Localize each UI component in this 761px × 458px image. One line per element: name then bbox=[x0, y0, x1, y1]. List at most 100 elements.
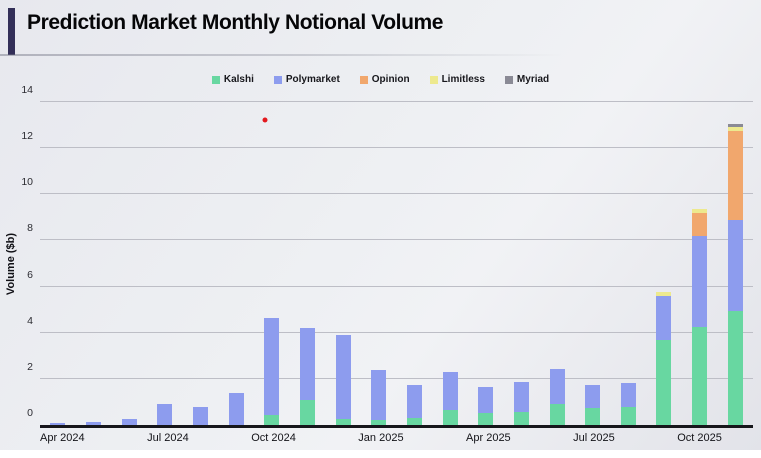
x-tick-jul-2024: Jul 2024 bbox=[147, 432, 189, 444]
bar-segment-kalshi bbox=[478, 413, 494, 425]
bar-jul-2025 bbox=[575, 102, 611, 425]
bar-segment-limitless bbox=[692, 209, 708, 213]
y-tick-label-4: 4 bbox=[27, 314, 33, 327]
bar-segment-kalshi bbox=[442, 410, 458, 425]
bar-segment-polymarket bbox=[50, 423, 66, 425]
plot-area: 0 2 4 6 8 10 12 14 bbox=[21, 84, 753, 428]
bar-segment-polymarket bbox=[157, 404, 173, 425]
legend-label-limitless: Limitless bbox=[441, 74, 485, 85]
legend-swatch-polymarket bbox=[273, 75, 282, 84]
bar-segment-kalshi bbox=[299, 399, 315, 425]
legend-item-opinion[interactable]: Opinion bbox=[359, 74, 410, 85]
x-tick-jun-2025 bbox=[542, 432, 573, 444]
title-accent-bar bbox=[8, 8, 15, 55]
bar-segment-polymarket bbox=[121, 419, 137, 425]
bar-jul-2024 bbox=[147, 102, 183, 425]
x-tick-apr-2024: Apr 2024 bbox=[40, 432, 85, 444]
bar-aug-2024 bbox=[183, 102, 219, 425]
bar-segment-polymarket bbox=[442, 371, 458, 411]
bar-segment-kalshi bbox=[406, 418, 422, 425]
x-tick-sep-2025 bbox=[646, 432, 677, 444]
bar-segment-polymarket bbox=[228, 392, 244, 425]
x-tick-nov-2024 bbox=[296, 432, 327, 444]
bar-segment-kalshi bbox=[513, 412, 529, 425]
header: Prediction Market Monthly Notional Volum… bbox=[0, 0, 761, 56]
bar-segment-polymarket bbox=[513, 382, 529, 413]
bar-segment-kalshi bbox=[620, 406, 636, 425]
x-tick-may-2024 bbox=[85, 432, 116, 444]
legend-label-opinion: Opinion bbox=[371, 74, 410, 85]
gridline-4 bbox=[40, 331, 753, 333]
legend-label-polymarket: Polymarket bbox=[285, 74, 340, 85]
bar-segment-kalshi bbox=[371, 420, 387, 425]
legend: Kalshi Polymarket Opinion Limitless Myriad bbox=[0, 74, 761, 85]
page-title: Prediction Market Monthly Notional Volum… bbox=[27, 11, 444, 34]
x-tick-sep-2024 bbox=[220, 432, 251, 444]
x-tick-oct-2025: Oct 2025 bbox=[677, 432, 722, 444]
bar-segment-polymarket bbox=[692, 235, 708, 327]
bar-sep-2025 bbox=[646, 102, 682, 425]
gridline-10 bbox=[40, 193, 753, 195]
gridline-8 bbox=[40, 239, 753, 241]
x-axis-labels: Apr 2024 Jul 2024 Oct 2024 Jan 2025 Apr 2025… bbox=[40, 432, 753, 444]
bar-may-2025 bbox=[504, 102, 540, 425]
gridline-12 bbox=[40, 147, 753, 149]
y-tick-label-6: 6 bbox=[27, 268, 33, 281]
bar-segment-kalshi bbox=[656, 339, 672, 425]
x-tick-apr-2025: Apr 2025 bbox=[466, 432, 511, 444]
x-tick-nov-2025 bbox=[722, 432, 753, 444]
legend-item-polymarket[interactable]: Polymarket bbox=[273, 74, 340, 85]
gridline-6 bbox=[40, 285, 753, 287]
bar-segment-polymarket bbox=[585, 384, 601, 408]
bar-oct-2025 bbox=[682, 102, 718, 425]
bar-segment-polymarket bbox=[264, 317, 280, 415]
bar-jun-2024 bbox=[111, 102, 147, 425]
bar-oct-2024 bbox=[254, 102, 290, 425]
x-tick-oct-2024: Oct 2024 bbox=[251, 432, 296, 444]
bar-segment-polymarket bbox=[406, 384, 422, 419]
legend-item-myriad[interactable]: Myriad bbox=[504, 74, 550, 85]
bar-segment-polymarket bbox=[299, 328, 315, 400]
x-tick-jan-2025: Jan 2025 bbox=[358, 432, 404, 444]
bar-apr-2025 bbox=[468, 102, 504, 425]
legend-swatch-kalshi bbox=[211, 75, 220, 84]
chart-area: Volume ($b) 0 2 4 6 8 10 12 14 Apr 2024 Jul 2024… bbox=[0, 84, 761, 444]
legend-swatch-myriad bbox=[504, 75, 513, 84]
bar-aug-2025 bbox=[611, 102, 647, 425]
bar-apr-2024 bbox=[40, 102, 76, 425]
y-tick-label-14: 14 bbox=[21, 84, 33, 96]
bars-container bbox=[40, 102, 753, 425]
legend-label-kalshi: Kalshi bbox=[223, 74, 254, 85]
bar-segment-kalshi bbox=[692, 326, 708, 425]
bar-segment-opinion bbox=[727, 130, 743, 220]
legend-swatch-opinion bbox=[359, 75, 368, 84]
legend-item-limitless[interactable]: Limitless bbox=[429, 74, 485, 85]
bar-segment-limitless bbox=[656, 292, 672, 296]
bar-nov-2025 bbox=[717, 102, 753, 425]
bar-segment-polymarket bbox=[192, 406, 208, 425]
legend-swatch-limitless bbox=[429, 75, 438, 84]
bar-segment-opinion bbox=[692, 212, 708, 236]
red-dot-marker bbox=[262, 117, 268, 123]
bar-jun-2025 bbox=[539, 102, 575, 425]
legend-item-kalshi[interactable]: Kalshi bbox=[211, 74, 254, 85]
y-tick-label-12: 12 bbox=[21, 130, 33, 143]
bar-segment-limitless bbox=[727, 127, 743, 131]
bar-nov-2024 bbox=[290, 102, 326, 425]
bar-feb-2025 bbox=[397, 102, 433, 425]
bar-segment-polymarket bbox=[656, 295, 672, 340]
x-tick-aug-2025 bbox=[615, 432, 646, 444]
gridline-2 bbox=[40, 377, 753, 379]
bar-segment-polymarket bbox=[549, 368, 565, 405]
gridline-14 bbox=[40, 101, 753, 102]
bar-segment-myriad bbox=[727, 123, 743, 128]
bar-segment-polymarket bbox=[335, 335, 351, 420]
x-tick-may-2025 bbox=[511, 432, 542, 444]
legend-label-myriad: Myriad bbox=[516, 74, 550, 85]
x-tick-jul-2025: Jul 2025 bbox=[573, 432, 615, 444]
x-tick-dec-2024 bbox=[327, 432, 358, 444]
x-tick-jun-2024 bbox=[116, 432, 147, 444]
bar-mar-2025 bbox=[432, 102, 468, 425]
